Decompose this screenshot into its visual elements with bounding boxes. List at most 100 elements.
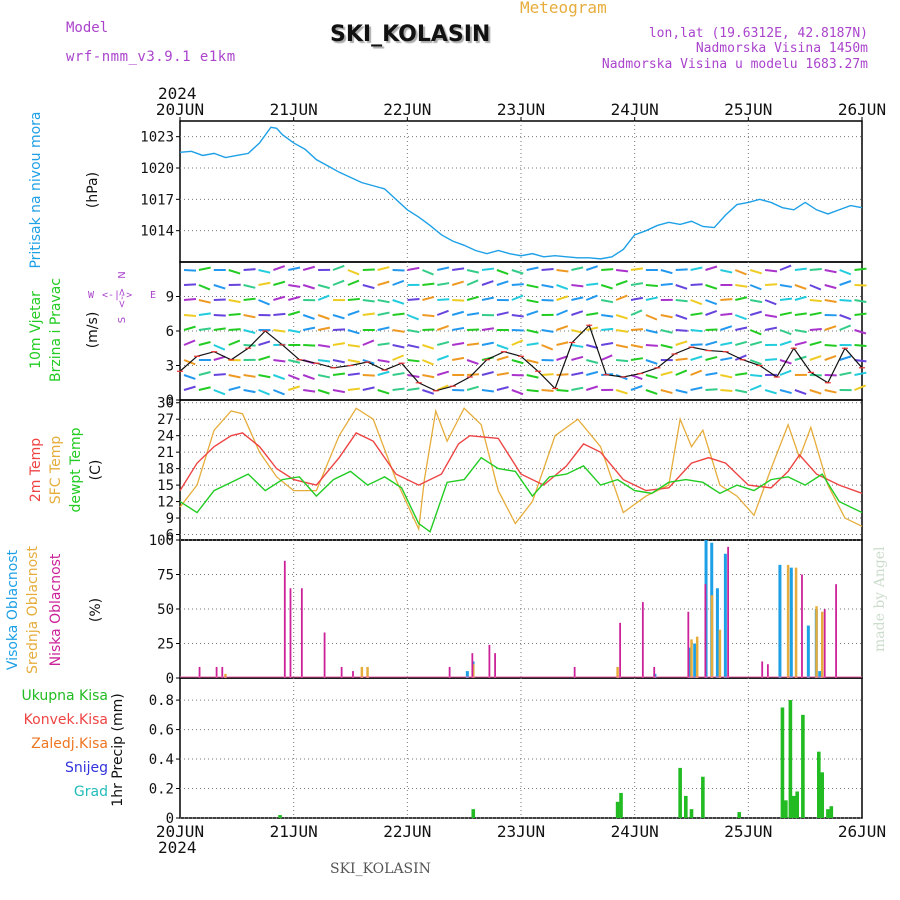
wind-barb bbox=[571, 355, 584, 361]
wind-barb bbox=[347, 344, 360, 348]
wind-barb bbox=[735, 296, 748, 301]
wind-barb bbox=[422, 359, 434, 366]
wind-barb bbox=[496, 269, 509, 275]
wind-legend-s: S bbox=[117, 317, 128, 323]
model-altitude: Nadmorska Visina u modelu 1683.27m bbox=[601, 57, 868, 72]
panel-frame-pressure bbox=[179, 120, 863, 263]
wind-barb bbox=[377, 326, 390, 331]
wind-barb bbox=[571, 371, 584, 376]
wind-barb bbox=[288, 295, 301, 301]
wind-barb bbox=[452, 342, 465, 346]
wind-barb bbox=[749, 269, 762, 275]
wind-barb bbox=[317, 314, 330, 320]
wind-barb bbox=[183, 385, 196, 391]
wind-barb bbox=[288, 359, 301, 364]
wind-barb bbox=[779, 369, 792, 376]
wind-barb bbox=[317, 344, 331, 348]
wind-barb bbox=[794, 267, 807, 271]
y-tick-label-temperature: 9 bbox=[166, 511, 174, 527]
wind-barb bbox=[630, 374, 643, 381]
wind-barb bbox=[288, 310, 301, 316]
wind-barb bbox=[645, 374, 658, 380]
x-tick-label-bottom: 21JUN bbox=[270, 822, 318, 841]
year-top: 2024 bbox=[158, 84, 197, 103]
wind-barb bbox=[556, 325, 569, 331]
wind-barb bbox=[645, 314, 658, 321]
wind-barb bbox=[705, 340, 718, 346]
wind-barb bbox=[734, 269, 747, 276]
wind-barb bbox=[451, 310, 465, 316]
wind-barb bbox=[526, 310, 539, 316]
x-tick-label-bottom: 26JUN bbox=[838, 822, 886, 841]
wind-barb bbox=[198, 284, 211, 291]
wind-barb bbox=[526, 342, 539, 346]
wind-barb bbox=[332, 372, 346, 376]
wind-barb bbox=[496, 372, 509, 376]
y-tick-label-cloud: 100 bbox=[149, 533, 174, 549]
wind-barb bbox=[302, 265, 316, 271]
wind-barb bbox=[466, 359, 479, 365]
wind-barb bbox=[705, 309, 718, 316]
wind-barb bbox=[615, 329, 629, 333]
wind-barb bbox=[615, 344, 629, 349]
wind-barb bbox=[854, 329, 867, 335]
wind-barb bbox=[854, 344, 867, 347]
wind-barb bbox=[347, 297, 360, 301]
x-tick-label-top: 22JUN bbox=[383, 100, 431, 119]
x-tick-label-top: 26JUN bbox=[838, 100, 886, 119]
wind-barb bbox=[347, 269, 360, 276]
wind-barb bbox=[720, 341, 733, 346]
dewpt-temp-label: dewpt Temp bbox=[68, 427, 84, 512]
wind-barb bbox=[526, 389, 539, 393]
wind-barb bbox=[586, 312, 599, 316]
y-tick-label-cloud: 50 bbox=[157, 602, 174, 618]
wind-barb bbox=[556, 341, 569, 346]
wind-barb bbox=[764, 389, 777, 395]
wind-barb bbox=[481, 327, 495, 331]
wind-barb bbox=[526, 284, 539, 289]
y-tick-label-wind: 9 bbox=[166, 290, 174, 306]
wind-barb bbox=[511, 269, 524, 275]
precip-bar bbox=[678, 767, 682, 818]
wind-barb bbox=[586, 344, 599, 349]
footer-station: SKI_KOLASIN bbox=[330, 861, 431, 877]
temp-2m-line bbox=[179, 432, 863, 494]
precip-bar bbox=[784, 800, 788, 818]
wind-barb bbox=[526, 329, 539, 334]
wind-barb bbox=[332, 359, 345, 364]
wind-barb bbox=[392, 299, 405, 305]
wind-barb bbox=[720, 312, 733, 316]
wind-barb bbox=[824, 325, 837, 331]
wind-barb bbox=[749, 329, 762, 336]
wind-barb bbox=[273, 280, 286, 286]
wind-barb bbox=[273, 359, 286, 363]
precip-bar bbox=[817, 751, 821, 818]
wind-barb bbox=[809, 389, 822, 395]
wind-barb bbox=[377, 299, 390, 304]
wind-barb bbox=[183, 325, 196, 331]
wind-barb bbox=[705, 265, 718, 271]
wind-barb bbox=[481, 296, 494, 301]
model-value: wrf-nmm_v3.9.1 e1km bbox=[66, 49, 236, 65]
wind-barb bbox=[228, 312, 241, 316]
pressure-axis-label: Pritisak na nivou mora bbox=[28, 111, 44, 268]
wind-barb bbox=[183, 339, 196, 346]
wind-barb bbox=[705, 388, 718, 391]
wind-barb bbox=[466, 295, 479, 301]
wind-barb bbox=[392, 312, 405, 316]
wind-barb bbox=[690, 312, 703, 316]
wind-barb bbox=[749, 359, 762, 366]
x-tick-label-top: 21JUN bbox=[270, 100, 318, 119]
precip-bar bbox=[829, 806, 834, 818]
wind-barb bbox=[809, 267, 822, 271]
wind-barb bbox=[258, 389, 270, 396]
wind-legend-vert: <-> bbox=[117, 288, 128, 308]
wind-barb bbox=[228, 385, 241, 391]
wind-barb bbox=[347, 372, 360, 376]
y-tick-label-temperature: 15 bbox=[157, 478, 174, 494]
wind-barb bbox=[541, 344, 554, 351]
wind-barb bbox=[288, 266, 301, 271]
wind-barb bbox=[750, 299, 763, 304]
wind-barb bbox=[437, 340, 450, 346]
wind-barb bbox=[586, 282, 599, 286]
